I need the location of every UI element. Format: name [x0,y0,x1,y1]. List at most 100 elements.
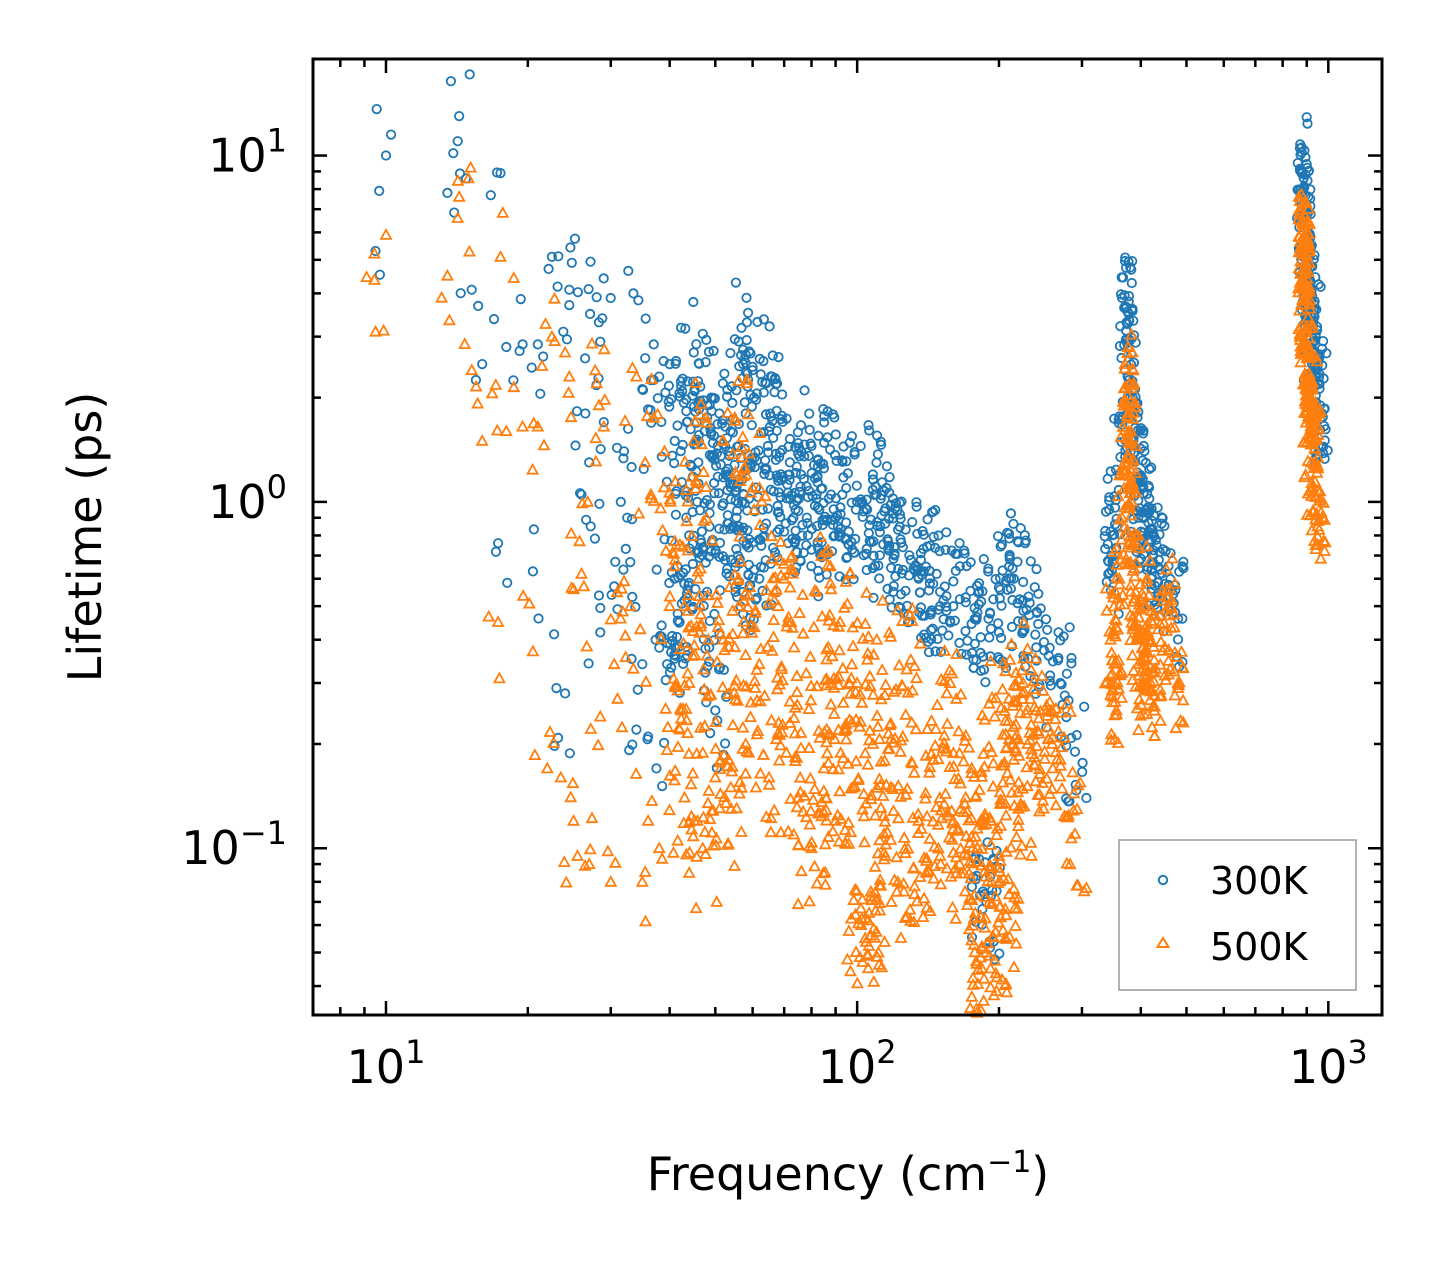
data-point-300k [548,629,560,640]
data-point-300k [754,573,765,584]
data-point-500k [723,580,737,593]
data-point-500k [962,866,976,879]
data-point-300k [977,651,989,662]
data-point-500k [909,722,923,735]
data-point-500k [1104,727,1118,740]
data-point-500k [900,782,914,794]
data-point-500k [638,455,652,468]
data-point-500k [818,837,832,850]
data-point-300k [793,437,804,449]
data-point-300k [1018,576,1029,588]
data-point-300k [918,566,930,577]
data-point-500k [791,790,805,803]
data-point-300k [771,405,782,416]
data-point-500k [1135,640,1150,653]
data-point-500k [676,636,691,649]
data-point-500k [913,636,927,649]
data-point-300k [561,334,573,345]
data-point-500k [785,620,799,633]
data-point-500k [1302,331,1316,344]
data-point-300k [671,631,683,643]
data-point-300k [846,497,857,508]
data-point-500k [681,666,695,679]
data-point-300k [1030,629,1041,640]
x-axis-title: Frequency (cm−1) [647,1145,1050,1201]
data-point-500k [804,804,818,816]
data-point-500k [1041,719,1055,732]
data-point-500k [686,829,700,842]
data-point-500k [870,780,884,793]
data-point-500k [764,713,779,726]
data-point-500k [537,438,551,451]
data-point-500k [917,891,931,904]
data-point-300k [869,560,881,571]
data-point-500k [841,757,855,769]
data-point-300k [584,308,596,319]
data-point-500k [815,609,829,622]
data-point-500k [719,796,733,809]
data-point-300k [1138,482,1149,493]
data-point-500k [572,534,587,547]
data-point-500k [823,576,837,589]
legend: 300K 500K [1118,839,1357,991]
data-point-300k [725,347,736,359]
data-point-300k [861,504,873,515]
data-point-300k [1152,561,1164,572]
data-point-300k [618,446,630,457]
data-point-300k [806,440,817,452]
data-point-500k [849,754,863,767]
data-point-300k [913,573,924,584]
data-point-300k [884,471,895,483]
data-point-300k [774,524,785,535]
data-point-300k [618,453,629,464]
data-point-500k [854,918,868,930]
data-point-500k [753,518,767,530]
data-point-300k [985,623,997,634]
data-point-500k [558,345,572,358]
data-point-300k [1005,508,1017,519]
data-point-500k [951,771,966,784]
data-point-300k [1002,584,1013,596]
data-point-500k [726,627,740,639]
data-point-500k [661,720,675,733]
data-point-500k [790,698,804,710]
data-point-500k [547,291,562,304]
data-point-500k [1113,597,1127,610]
data-point-500k [909,671,924,684]
data-point-300k [1154,529,1165,540]
data-point-500k [920,722,934,734]
data-point-500k [861,948,875,961]
data-point-500k [1000,740,1014,753]
data-point-500k [905,614,919,626]
data-point-500k [758,489,772,502]
data-point-300k [1322,445,1333,456]
data-point-500k [581,495,595,507]
data-point-500k [492,671,506,684]
data-point-300k [470,374,481,386]
data-point-500k [878,814,892,827]
data-point-500k [894,790,908,802]
data-point-500k [604,874,618,887]
data-point-500k [1142,588,1156,600]
data-point-500k [786,566,800,579]
data-point-500k [471,396,485,409]
data-point-500k [960,804,974,817]
data-point-300k [752,316,763,327]
data-point-300k [744,346,755,357]
data-point-500k [1136,676,1150,688]
data-point-500k [1126,412,1140,424]
data-point-500k [807,620,821,633]
data-point-500k [1165,601,1179,613]
data-point-500k [451,211,465,223]
data-point-500k [1053,769,1067,782]
data-point-500k [694,616,708,629]
data-point-300k [907,516,918,528]
data-point-500k [901,685,915,698]
data-point-300k [983,613,994,624]
data-point-500k [985,897,999,909]
data-point-300k [817,458,829,469]
data-point-500k [1123,529,1137,542]
data-point-500k [864,788,878,801]
data-point-500k [1115,691,1129,703]
data-point-500k [1140,645,1154,658]
